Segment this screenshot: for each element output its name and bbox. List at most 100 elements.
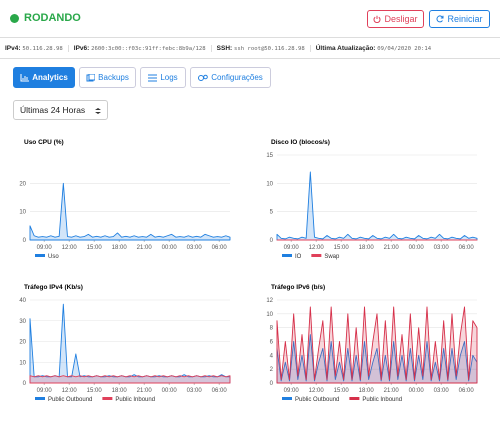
x-tick-label: 03:00 xyxy=(434,245,450,251)
chart-title: Tráfego IPv6 (b/s) xyxy=(271,284,325,291)
series-area xyxy=(29,182,231,241)
x-tick-label: 18:00 xyxy=(359,245,375,251)
y-tick-label: 6 xyxy=(270,340,274,346)
x-tick-label: 21:00 xyxy=(137,245,153,251)
y-tick-label: 10 xyxy=(266,312,273,318)
legend-label: Public Outbound xyxy=(295,397,339,403)
tab[interactable]: Configurações xyxy=(190,67,271,88)
info-bar: IPv4: 50.116.28.98 IPv6: 2600:3c00::f03c… xyxy=(0,37,500,59)
legend-swatch xyxy=(35,397,45,400)
series-area xyxy=(29,375,231,384)
y-tick-label: 2 xyxy=(270,367,274,373)
shutdown-button[interactable]: Desligar xyxy=(367,10,424,28)
tab-label: Configurações xyxy=(211,73,263,82)
range-label: Últimas 24 Horas xyxy=(20,105,86,115)
x-tick-label: 21:00 xyxy=(384,245,400,251)
y-tick-label: 5 xyxy=(270,210,274,216)
y-tick-label: 10 xyxy=(266,181,273,187)
info-value: 09/04/2020 20:14 xyxy=(377,45,432,52)
series-area xyxy=(276,306,478,384)
legend-swatch xyxy=(102,397,113,400)
x-tick-label: 12:00 xyxy=(309,388,325,394)
x-tick-label: 06:00 xyxy=(212,245,228,251)
x-tick-label: 00:00 xyxy=(162,388,178,394)
info-value: ssh root@50.116.28.98 xyxy=(234,45,305,52)
x-tick-label: 18:00 xyxy=(112,245,128,251)
y-tick-label: 10 xyxy=(19,360,26,366)
info-item: IPv4: 50.116.28.98 xyxy=(0,44,69,52)
tab-icon xyxy=(198,74,209,81)
y-tick-label: 20 xyxy=(19,340,26,346)
legend-label: Public Inbound xyxy=(362,397,402,403)
tab-label: Backups xyxy=(98,73,129,82)
power-icon xyxy=(373,15,381,23)
x-tick-label: 09:00 xyxy=(284,388,300,394)
y-tick-label: 30 xyxy=(19,319,26,325)
tab-icon xyxy=(20,73,30,81)
legend-swatch xyxy=(311,254,322,257)
x-tick-label: 06:00 xyxy=(459,245,475,251)
info-label: SSH: xyxy=(216,44,233,52)
x-tick-label: 21:00 xyxy=(137,388,153,394)
status-text: RODANDO xyxy=(24,12,81,24)
x-tick-label: 03:00 xyxy=(187,388,203,394)
status: RODANDO xyxy=(10,12,81,24)
info-label: IPv6: xyxy=(73,44,90,52)
y-tick-label: 15 xyxy=(266,153,273,159)
x-tick-label: 12:00 xyxy=(62,388,78,394)
legend-swatch xyxy=(349,397,360,400)
legend-swatch xyxy=(282,254,292,257)
info-value: 2600:3c00::f03c:91ff:febc:8b9a/128 xyxy=(91,45,206,52)
info-item: SSH: ssh root@50.116.28.98 xyxy=(212,44,311,52)
refresh-icon xyxy=(436,15,444,23)
info-item: Última Atualização: 09/04/2020 20:14 xyxy=(311,45,436,52)
x-tick-label: 12:00 xyxy=(62,245,78,251)
y-tick-label: 4 xyxy=(270,353,274,359)
tab[interactable]: Logs xyxy=(140,67,186,88)
status-dot xyxy=(10,13,19,23)
x-tick-label: 06:00 xyxy=(459,388,475,394)
tab-icon xyxy=(86,73,96,81)
series-area xyxy=(276,171,478,241)
x-tick-label: 18:00 xyxy=(359,388,375,394)
y-tick-label: 0 xyxy=(270,381,274,387)
series-area xyxy=(276,334,478,384)
x-tick-label: 09:00 xyxy=(37,245,53,251)
chart-title: Uso CPU (%) xyxy=(24,139,64,146)
legend-label: IO xyxy=(295,254,302,260)
chart-title: Tráfego IPv4 (Kb/s) xyxy=(24,284,83,291)
x-tick-label: 09:00 xyxy=(284,245,300,251)
range-select[interactable]: Últimas 24 Horas xyxy=(13,100,108,120)
tab[interactable]: Analytics xyxy=(13,67,75,88)
tab-label: Analytics xyxy=(32,73,68,82)
restart-button[interactable]: Reiniciar xyxy=(429,10,490,28)
y-tick-label: 0 xyxy=(23,238,27,244)
button-label: Desligar xyxy=(384,14,418,24)
legend-label: Public Inbound xyxy=(115,397,155,403)
x-tick-label: 00:00 xyxy=(409,388,425,394)
x-tick-label: 15:00 xyxy=(334,388,350,394)
y-tick-label: 40 xyxy=(19,298,26,304)
x-tick-label: 03:00 xyxy=(187,245,203,251)
series-area xyxy=(29,303,231,384)
x-tick-label: 18:00 xyxy=(112,388,128,394)
chart-title: Disco IO (blocos/s) xyxy=(271,139,330,146)
y-tick-label: 12 xyxy=(266,298,273,304)
button-label: Reiniciar xyxy=(447,14,483,24)
x-tick-label: 09:00 xyxy=(37,388,53,394)
tab-icon xyxy=(148,74,158,81)
y-tick-label: 0 xyxy=(23,381,27,387)
legend-label: Swap xyxy=(324,254,340,260)
info-item: IPv6: 2600:3c00::f03c:91ff:febc:8b9a/128 xyxy=(69,44,212,52)
select-caret xyxy=(95,108,101,114)
y-tick-label: 0 xyxy=(270,238,274,244)
x-tick-label: 06:00 xyxy=(212,388,228,394)
x-tick-label: 15:00 xyxy=(87,245,103,251)
y-tick-label: 20 xyxy=(19,181,26,187)
x-tick-label: 00:00 xyxy=(409,245,425,251)
tab[interactable]: Backups xyxy=(79,67,136,88)
legend-label: Public Outbound xyxy=(48,397,92,403)
x-tick-label: 15:00 xyxy=(334,245,350,251)
x-tick-label: 00:00 xyxy=(162,245,178,251)
